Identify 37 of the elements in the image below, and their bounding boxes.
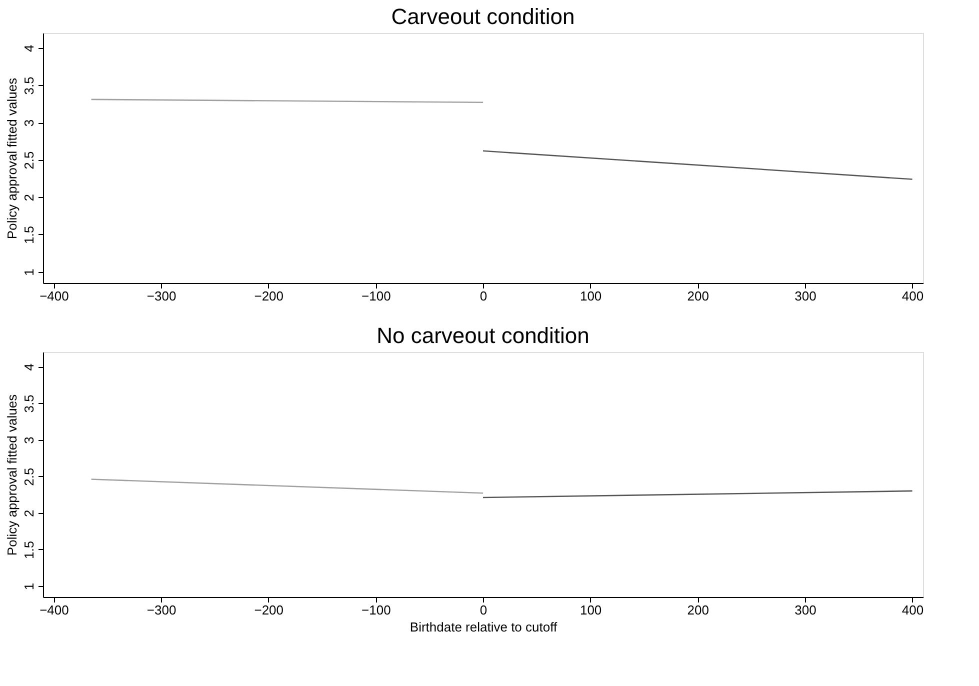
- y-axis-title: Policy approval fitted values: [4, 394, 20, 556]
- y-tick-label: 4: [22, 44, 36, 52]
- x-tick-label: 100: [580, 602, 602, 618]
- y-tick-label: 4: [22, 364, 36, 371]
- x-tick-label: 100: [580, 288, 602, 304]
- x-tick-label: −400: [40, 288, 69, 304]
- x-tick-label: −300: [146, 602, 176, 618]
- y-axis-title: Policy approval fitted values: [4, 77, 20, 240]
- x-tick-label: 0: [480, 602, 488, 618]
- y-tick-label: 2.5: [22, 468, 36, 486]
- x-tick-label: −300: [146, 288, 176, 304]
- chart-title: No carveout condition: [376, 323, 590, 348]
- x-tick-label: −200: [254, 288, 284, 304]
- y-tick-label: 1.5: [22, 540, 36, 559]
- x-axis-title: Birthdate relative to cutoff: [410, 620, 558, 634]
- x-tick-label: 200: [687, 288, 709, 304]
- y-tick-label: 1.5: [22, 226, 36, 244]
- x-tick-label: 400: [902, 602, 924, 618]
- y-tick-label: 1: [22, 582, 36, 590]
- y-tick-label: 2.5: [22, 151, 36, 170]
- x-tick-label: 0: [480, 288, 488, 304]
- y-tick-label: 1: [22, 268, 36, 276]
- x-tick-label: −100: [362, 288, 391, 304]
- y-tick-label: 3: [22, 119, 36, 127]
- y-tick-label: 3.5: [22, 76, 36, 95]
- y-tick-label: 3: [22, 436, 36, 444]
- x-tick-label: 300: [794, 602, 816, 618]
- y-tick-label: 2: [22, 194, 36, 202]
- x-tick-label: −100: [362, 602, 391, 618]
- y-tick-label: 2: [22, 510, 36, 518]
- y-tick-label: 3.5: [22, 394, 36, 413]
- x-tick-label: 300: [794, 288, 816, 304]
- x-tick-label: 400: [902, 288, 924, 304]
- chart-title: Carveout condition: [391, 4, 575, 29]
- x-tick-label: −200: [254, 602, 284, 618]
- x-tick-label: 200: [687, 602, 709, 618]
- x-tick-label: −400: [40, 602, 69, 618]
